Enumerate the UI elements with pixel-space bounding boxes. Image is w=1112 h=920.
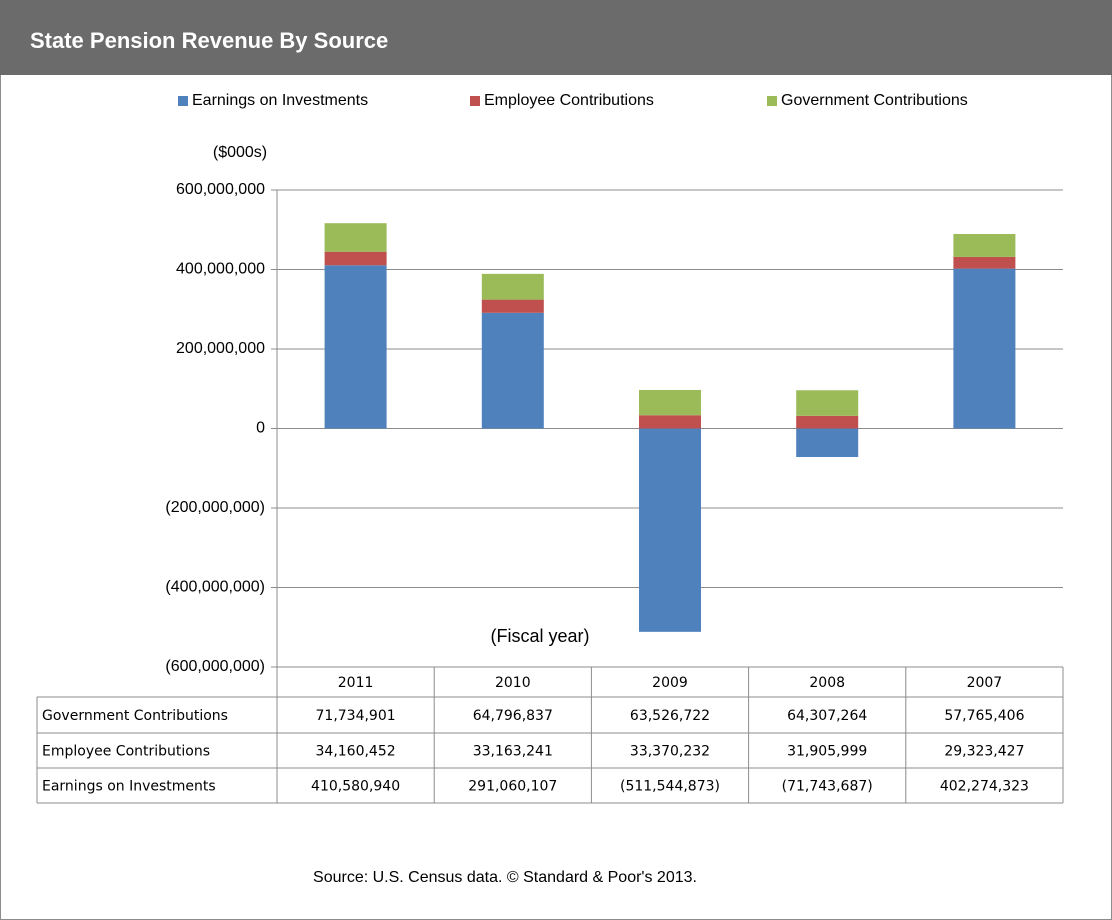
bar-segment <box>481 299 544 313</box>
bar-segment <box>324 223 387 252</box>
x-tick-label: 2008 <box>809 675 845 691</box>
legend-label: Earnings on Investments <box>192 92 368 109</box>
table-cell: 410,580,940 <box>311 779 400 795</box>
bar-segment <box>639 415 701 429</box>
bar-segment <box>639 428 701 632</box>
bar-segment <box>953 256 1016 269</box>
y-tick-label: (200,000,000) <box>165 499 265 516</box>
table-cell: 33,370,232 <box>630 744 710 760</box>
y-tick-label: 200,000,000 <box>176 340 265 357</box>
x-tick-label: 2010 <box>495 675 531 691</box>
bar-segment <box>639 389 701 416</box>
table-cell: 29,323,427 <box>944 744 1024 760</box>
chart-title: State Pension Revenue By Source <box>30 28 388 53</box>
table-cell: (511,544,873) <box>620 779 720 795</box>
bar-segment <box>481 312 544 429</box>
bar-segment <box>796 415 859 429</box>
y-tick-label: 400,000,000 <box>176 261 265 278</box>
header-bar <box>0 0 1112 75</box>
legend-label: Government Contributions <box>781 92 968 109</box>
legend-swatch <box>178 96 188 106</box>
table-cell: 64,307,264 <box>787 708 867 724</box>
table-cell: 291,060,107 <box>468 779 557 795</box>
table-cell: 71,734,901 <box>316 708 396 724</box>
source-note: Source: U.S. Census data. © Standard & P… <box>313 869 697 886</box>
legend-swatch <box>767 96 777 106</box>
x-tick-label: 2009 <box>652 675 688 691</box>
bar-segment <box>324 251 387 266</box>
legend-label: Employee Contributions <box>484 92 654 109</box>
table-cell: (71,743,687) <box>782 779 873 795</box>
y-axis-label: ($000s) <box>213 144 267 161</box>
y-tick-label: (600,000,000) <box>165 658 265 675</box>
table-cell: 33,163,241 <box>473 744 553 760</box>
table-cell: 63,526,722 <box>630 708 710 724</box>
bar-segment <box>324 265 387 429</box>
table-row-label: Government Contributions <box>42 708 228 724</box>
table-cell: 34,160,452 <box>316 744 396 760</box>
legend-swatch <box>470 96 480 106</box>
table-row-label: Employee Contributions <box>42 744 210 760</box>
x-axis-label: (Fiscal year) <box>490 626 589 646</box>
y-tick-label: 600,000,000 <box>176 181 265 198</box>
x-tick-label: 2011 <box>338 675 374 691</box>
table-row-label: Earnings on Investments <box>42 779 216 795</box>
y-tick-label: (400,000,000) <box>165 579 265 596</box>
table-cell: 64,796,837 <box>473 708 553 724</box>
x-tick-label: 2007 <box>967 675 1003 691</box>
table-cell: 31,905,999 <box>787 744 867 760</box>
bar-segment <box>481 273 544 300</box>
bar-segment <box>796 390 859 416</box>
table-cell: 57,765,406 <box>944 708 1024 724</box>
bar-segment <box>796 428 859 458</box>
table-cell: 402,274,323 <box>940 779 1029 795</box>
bar-segment <box>953 233 1016 257</box>
y-tick-label: 0 <box>256 420 265 437</box>
bar-segment <box>953 268 1016 429</box>
